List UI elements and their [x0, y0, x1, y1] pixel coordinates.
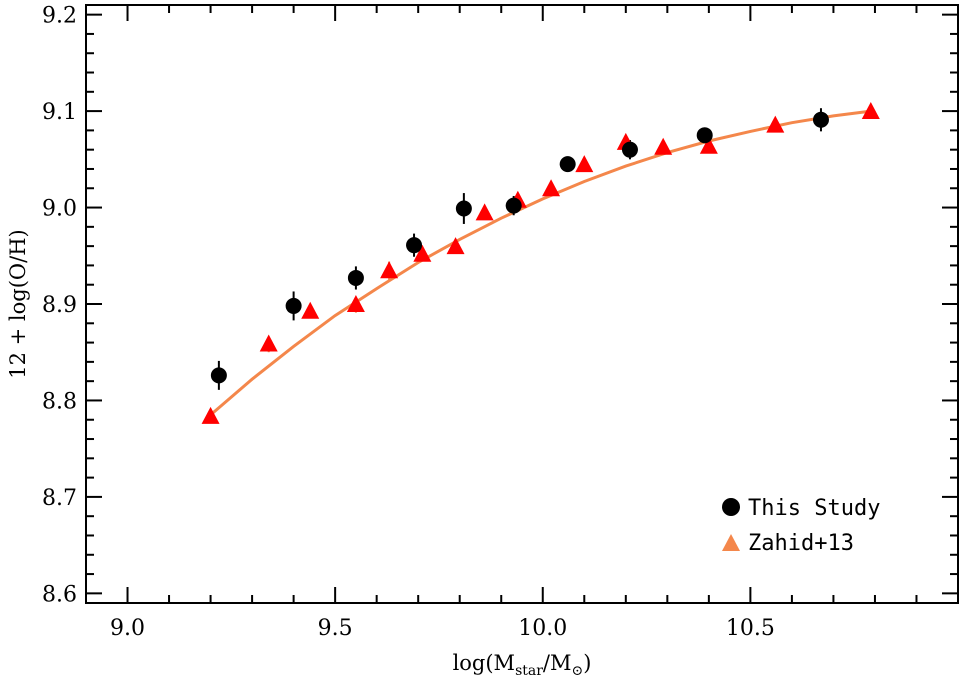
zahid-triangle-marker — [699, 136, 718, 154]
zahid-triangle-marker — [861, 102, 880, 120]
study-circle-marker — [559, 156, 576, 173]
zahid-triangle-marker — [259, 334, 278, 352]
y-tick-label: 9.1 — [42, 100, 77, 125]
y-tick-label: 9.2 — [42, 4, 77, 29]
tick-marks — [86, 5, 958, 603]
legend-label-this-study: This Study — [748, 496, 880, 521]
x-tick-label: 10.0 — [518, 616, 567, 641]
zahid-triangle-marker — [654, 137, 673, 155]
fit-curve — [209, 109, 871, 417]
legend-marker-zahid — [722, 534, 740, 551]
y-axis-label: 12 + log(O/H) — [6, 229, 30, 378]
zahid-triangle-marker — [346, 294, 365, 312]
x-tick-label: 10.5 — [726, 616, 775, 641]
y-tick-label: 8.7 — [42, 486, 77, 511]
study-circle-marker — [696, 127, 713, 144]
y-tick-label: 8.6 — [42, 582, 77, 607]
zahid-triangle-marker — [301, 301, 320, 319]
study-circle-marker — [505, 197, 522, 214]
y-tick-label: 9.0 — [42, 197, 77, 222]
study-circle-marker — [210, 367, 227, 384]
y-tick-label: 8.8 — [42, 389, 77, 414]
zahid-triangle-marker — [201, 406, 220, 424]
zahid-triangle-marker — [766, 115, 785, 133]
study-circle-marker — [347, 269, 364, 286]
x-tick-label: 9.5 — [318, 616, 353, 641]
zahid-triangle-marker — [542, 179, 561, 197]
study-circle-marker — [455, 200, 472, 217]
study-circle-marker — [621, 141, 638, 158]
study-circle-marker — [812, 111, 829, 128]
legend: This Study Zahid+13 — [722, 496, 880, 556]
data-markers — [201, 102, 880, 424]
tick-labels: 9.0 9.5 10.0 10.5 8.6 8.7 8.8 8.9 9.0 9.1 9.2 — [42, 4, 775, 641]
study-circle-marker — [406, 237, 423, 254]
error-bars — [209, 107, 872, 423]
zahid-triangle-marker — [575, 155, 594, 173]
zahid-triangle-marker — [446, 237, 465, 255]
y-tick-label: 8.9 — [42, 293, 77, 318]
legend-label-zahid: Zahid+13 — [748, 531, 854, 556]
x-axis-label: log(Mstar/M⊙) — [453, 651, 592, 678]
legend-marker-this-study — [722, 498, 740, 516]
x-tick-label: 9.0 — [110, 616, 145, 641]
zahid-triangle-marker — [413, 244, 432, 262]
zahid-triangle-marker — [475, 203, 494, 221]
study-circle-marker — [285, 297, 302, 314]
zahid-triangle-marker — [380, 261, 399, 279]
